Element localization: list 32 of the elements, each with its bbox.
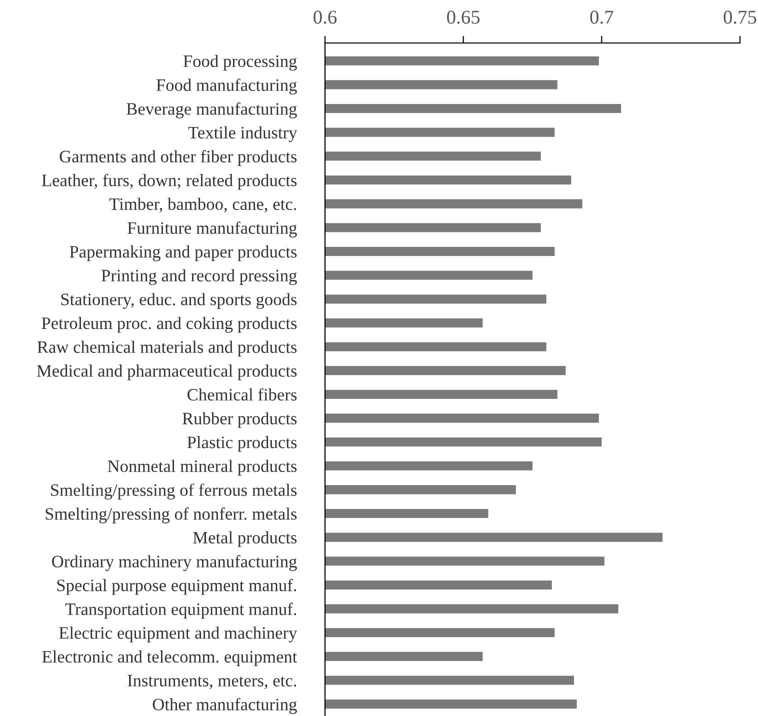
y-tick-label: Leather, furs, down; related products [42, 174, 297, 190]
y-tick-label: Chemical fibers [188, 388, 297, 401]
x-tick-label: 0.6 [314, 10, 337, 24]
y-tick-label: Ordinary machinery manufacturing [52, 555, 297, 572]
y-tick-label: Other manufacturing [152, 698, 297, 714]
y-tick-label: Timber, bamboo, cane, etc. [109, 198, 296, 212]
y-tick-label: Beverage manufacturing [126, 102, 297, 118]
y-tick-label: Electric equipment and machinery [59, 626, 298, 642]
y-tick-label: Instruments, meters, etc. [128, 674, 296, 689]
y-tick-label: Smelting/pressing of ferrous metals [51, 484, 297, 500]
y-tick-label: Garments and other fiber products [60, 150, 297, 166]
x-tick-label: 0.65 [447, 10, 480, 24]
y-tick-label: Transportation equipment manuf. [65, 602, 296, 619]
y-tick-label: Food processing [183, 54, 297, 71]
y-tick-label: Metal products [193, 531, 297, 548]
y-tick-label: Textile industry [188, 126, 298, 142]
y-tick-label: Papermaking and paper products [70, 245, 297, 262]
y-tick-label: Plastic products [187, 436, 297, 452]
y-tick-label: Furniture manufacturing [128, 222, 297, 238]
y-tick-label: Stationery, educ. and sports goods [61, 293, 297, 309]
y-tick-label: Electronic and telecomm. equipment [42, 650, 298, 666]
y-tick-label: Petroleum proc. and coking products [42, 316, 297, 333]
y-tick-label: Rubber products [182, 412, 297, 428]
x-tick-label: 0.7 [590, 10, 614, 24]
y-tick-label: Nonmetal mineral products [108, 460, 297, 476]
y-tick-label: Raw chemical materials and products [37, 340, 297, 356]
y-tick-label: Smelting/pressing of nonferr. metals [46, 507, 297, 524]
y-tick-label: Medical and pharmaceutical products [36, 364, 297, 380]
y-tick-label: Printing and record pressing [101, 269, 297, 286]
y-tick-label: Food manufacturing [156, 78, 297, 95]
y-tick-label: Special purpose equipment manuf. [57, 578, 296, 595]
x-tick-label: 0.75 [724, 10, 756, 24]
